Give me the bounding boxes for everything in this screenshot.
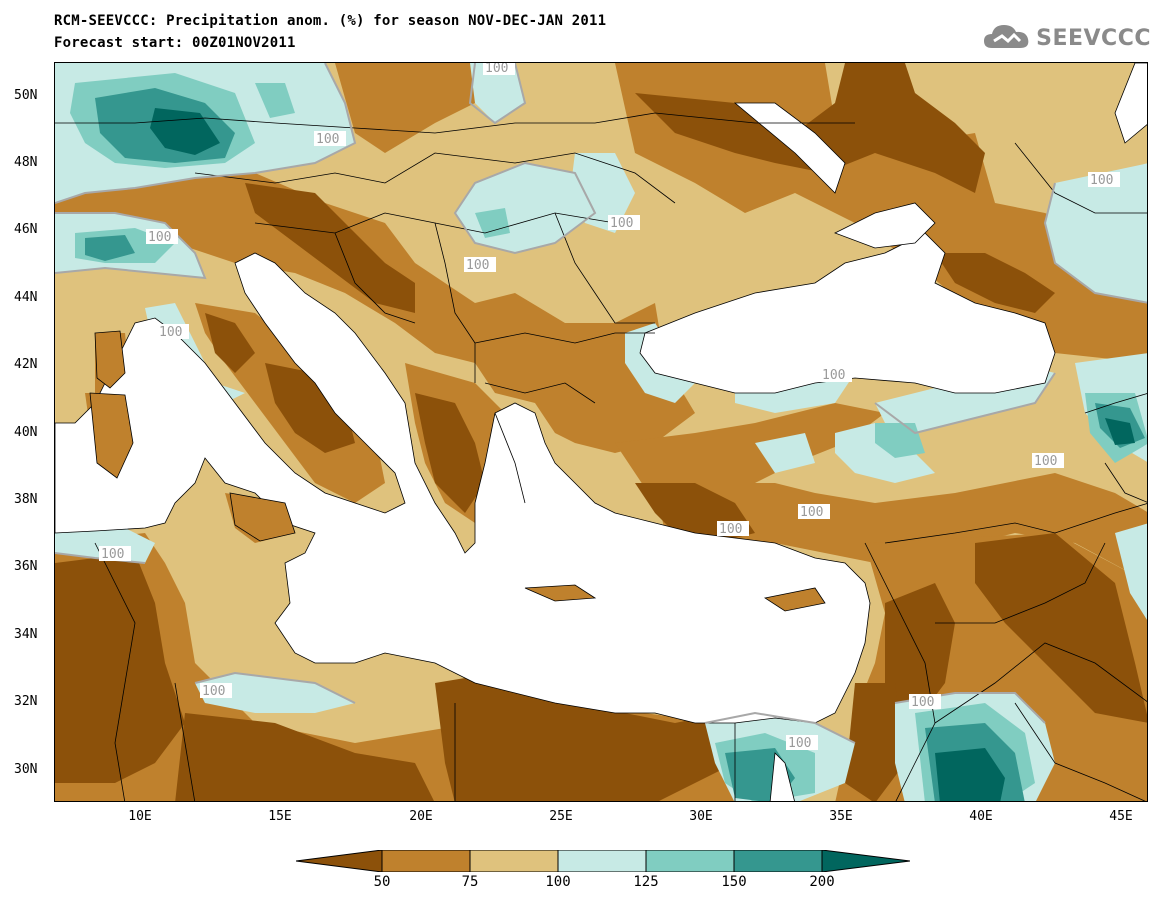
legend-swatch-50-75 (381, 850, 471, 872)
lat-label: 42N (14, 357, 38, 372)
lon-label: 25E (549, 809, 573, 824)
legend-label: 150 (721, 874, 747, 890)
lon-label: 40E (969, 809, 993, 824)
contour-labels: 100 100 100 100 100 100 100 100 100 100 … (99, 63, 1120, 751)
lon-label: 35E (829, 809, 853, 824)
contour-label: 100 (101, 547, 124, 562)
lat-label: 44N (14, 290, 38, 305)
legend-label: 200 (809, 874, 835, 890)
legend-label: 100 (545, 874, 571, 890)
legend-swatch-150-200 (733, 850, 823, 872)
contour-label: 100 (148, 230, 171, 245)
contour-label: 100 (159, 325, 182, 340)
contour-label: 100 (485, 63, 508, 76)
contour-label: 100 (610, 216, 633, 231)
legend-swatch-125-150 (645, 850, 735, 872)
legend-swatch-above-200 (821, 850, 910, 872)
sea-areas (55, 63, 1147, 801)
lat-label: 40N (14, 425, 38, 440)
lon-label: 15E (268, 809, 292, 824)
legend-swatch-75-100 (469, 850, 559, 872)
lat-label: 38N (14, 492, 38, 507)
lon-label: 20E (409, 809, 433, 824)
lon-label: 10E (128, 809, 152, 824)
contour-label: 100 (911, 695, 934, 710)
contour-100-lines (55, 63, 1147, 744)
islands (89, 330, 826, 612)
lat-label: 50N (14, 88, 38, 103)
legend-colorbar (296, 850, 910, 872)
country-borders (55, 112, 1147, 801)
map-title: RCM-SEEVCCC: Precipitation anom. (%) for… (54, 13, 607, 29)
lon-label: 30E (689, 809, 713, 824)
legend-label: 125 (633, 874, 659, 890)
lat-label: 46N (14, 222, 38, 237)
contour-label: 100 (788, 736, 811, 751)
lat-label: 30N (14, 762, 38, 777)
lat-label: 32N (14, 694, 38, 709)
legend-swatch-below-50 (296, 850, 383, 872)
contour-label: 100 (316, 132, 339, 147)
anomaly-field-above-200 (150, 108, 1135, 801)
contour-label: 100 (202, 684, 225, 699)
lat-label: 48N (14, 155, 38, 170)
contour-label: 100 (466, 258, 489, 273)
precipitation-anomaly-map: 100 100 100 100 100 100 100 100 100 100 … (55, 63, 1147, 801)
lon-label: 45E (1109, 809, 1133, 824)
contour-label: 100 (719, 522, 742, 537)
contour-label: 100 (822, 368, 845, 383)
lat-label: 34N (14, 627, 38, 642)
forecast-start-subtitle: Forecast start: 00Z01NOV2011 (54, 35, 296, 51)
lat-label: 36N (14, 559, 38, 574)
legend-swatch-100-125 (557, 850, 647, 872)
logo-text: SEEVCCC (1036, 25, 1151, 51)
legend-label: 50 (373, 874, 391, 890)
seevccc-logo: SEEVCCC (982, 22, 1151, 54)
contour-label: 100 (1034, 454, 1057, 469)
map-panel: 100 100 100 100 100 100 100 100 100 100 … (54, 62, 1148, 802)
legend-label: 75 (461, 874, 479, 890)
cloud-logo-icon (984, 25, 1029, 48)
contour-label: 100 (1090, 173, 1113, 188)
contour-label: 100 (800, 505, 823, 520)
